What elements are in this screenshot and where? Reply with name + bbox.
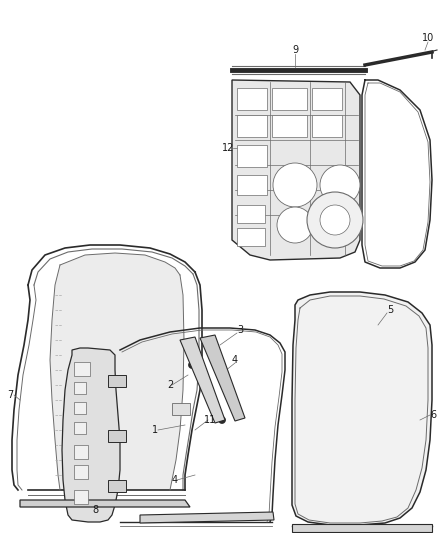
Polygon shape	[200, 335, 245, 421]
Bar	[237, 228, 265, 246]
Circle shape	[114, 378, 120, 384]
Bar	[74, 465, 88, 479]
Text: 4: 4	[172, 475, 178, 485]
Circle shape	[322, 207, 358, 243]
Circle shape	[277, 207, 313, 243]
Circle shape	[273, 163, 317, 207]
Bar	[237, 115, 267, 137]
Text: 10: 10	[422, 33, 434, 43]
Bar	[292, 524, 432, 532]
Text: 7: 7	[7, 390, 13, 400]
Bar	[108, 480, 126, 492]
Bar	[272, 88, 307, 110]
Polygon shape	[50, 253, 184, 490]
Circle shape	[320, 165, 360, 205]
Text: 11: 11	[204, 415, 216, 425]
Bar	[172, 403, 190, 415]
Text: 6: 6	[430, 410, 436, 420]
Polygon shape	[140, 512, 274, 523]
Text: 12: 12	[222, 143, 234, 153]
Text: 2: 2	[167, 380, 173, 390]
Text: 3: 3	[237, 325, 243, 335]
Polygon shape	[20, 500, 190, 507]
Polygon shape	[292, 292, 432, 525]
Bar	[237, 175, 267, 195]
Bar	[74, 382, 86, 394]
Circle shape	[320, 205, 350, 235]
Text: 4: 4	[232, 355, 238, 365]
Text: 1: 1	[152, 425, 158, 435]
Text: 5: 5	[387, 305, 393, 315]
Bar	[272, 115, 307, 137]
Bar	[237, 88, 267, 110]
Text: 8: 8	[92, 505, 98, 515]
Circle shape	[188, 361, 195, 368]
Circle shape	[307, 192, 363, 248]
Text: 9: 9	[292, 45, 298, 55]
Bar	[74, 422, 86, 434]
Polygon shape	[180, 337, 225, 423]
Bar	[108, 430, 126, 442]
Circle shape	[114, 433, 120, 439]
Bar	[237, 205, 265, 223]
Bar	[312, 115, 342, 137]
Bar	[74, 490, 88, 504]
Polygon shape	[62, 348, 120, 522]
Bar	[74, 362, 90, 376]
Bar	[108, 375, 126, 387]
Circle shape	[219, 416, 226, 424]
Bar	[74, 445, 88, 459]
Circle shape	[114, 483, 120, 489]
Bar	[74, 402, 86, 414]
Bar	[237, 145, 267, 167]
Bar	[312, 88, 342, 110]
Polygon shape	[232, 80, 360, 260]
